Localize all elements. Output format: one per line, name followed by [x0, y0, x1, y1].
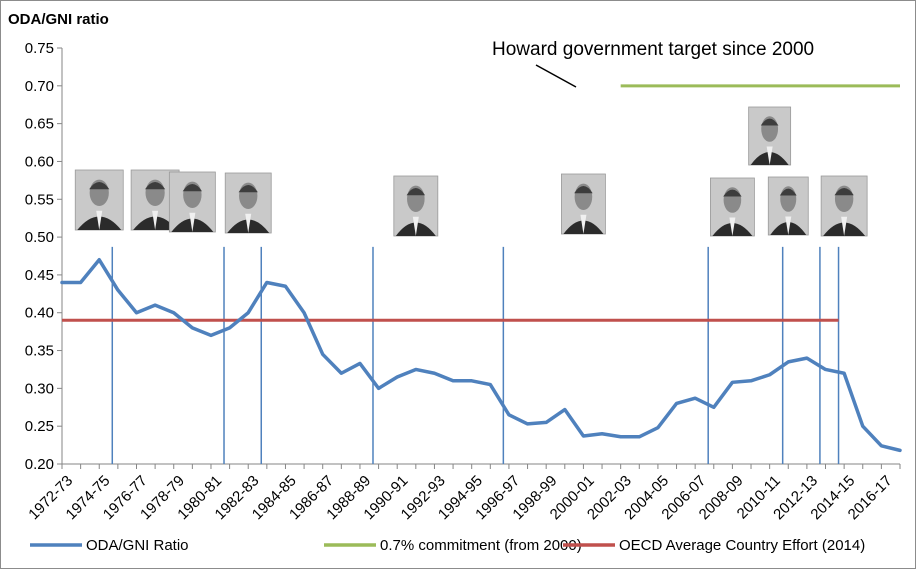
annotation-text: Howard government target since 2000 — [492, 39, 814, 60]
portrait-4 — [224, 172, 272, 234]
portrait-shirt — [189, 212, 196, 232]
portrait-hair — [723, 189, 742, 197]
portrait-hair — [406, 188, 426, 196]
reference-lines — [62, 84, 900, 322]
portrait-shirt — [152, 210, 159, 230]
government-change-lines — [111, 246, 840, 464]
portrait-2 — [130, 169, 180, 231]
legend-label: 0.7% commitment (from 2000) — [380, 537, 582, 554]
y-tick-label: 0.30 — [25, 380, 54, 397]
legend: ODA/GNI Ratio 0.7% commitment (from 2000)… — [30, 537, 865, 554]
portrait-hair — [89, 182, 110, 190]
portrait-10 — [820, 175, 868, 237]
oda-gni-ratio-line — [60, 258, 902, 453]
y-axis: 0.20 0.25 0.30 0.35 0.40 0.45 0.50 0.55 0.60 0.65… — [25, 40, 63, 473]
portrait-hair — [779, 188, 797, 196]
x-axis: 1972-731974-751976-771978-791980-811982-… — [25, 463, 901, 523]
portrait-shirt — [729, 217, 736, 236]
portrait-photos — [74, 106, 868, 237]
portrait-7 — [710, 177, 755, 237]
portrait-1 — [74, 169, 124, 231]
portrait-6 — [561, 173, 606, 235]
legend-label: OECD Average Country Effort (2014) — [619, 537, 865, 554]
portrait-3 — [168, 171, 216, 233]
oda-series — [60, 258, 902, 453]
annotation-pointer — [535, 64, 577, 88]
y-tick-label: 0.50 — [25, 229, 54, 246]
y-tick-label: 0.70 — [25, 78, 54, 95]
y-tick-label: 0.65 — [25, 116, 54, 133]
chart-title: ODA/GNI ratio — [8, 11, 109, 28]
portrait-9 — [767, 176, 809, 236]
y-tick-label: 0.75 — [25, 40, 54, 57]
portrait-hair — [145, 182, 166, 190]
y-tick-label: 0.35 — [25, 343, 54, 360]
portrait-shirt — [766, 146, 773, 165]
portrait-5 — [393, 175, 439, 237]
portrait-8 — [748, 106, 792, 166]
y-tick-label: 0.40 — [25, 305, 54, 322]
portrait-hair — [760, 118, 779, 126]
legend-label: ODA/GNI Ratio — [86, 537, 189, 554]
annotation-group: Howard government target since 2000 — [492, 39, 814, 88]
portrait-shirt — [841, 216, 848, 236]
portrait-shirt — [245, 213, 252, 233]
y-tick-label: 0.55 — [25, 191, 54, 208]
y-tick-label: 0.45 — [25, 267, 54, 284]
portrait-hair — [238, 185, 258, 193]
portrait-shirt — [580, 214, 587, 234]
y-tick-label: 0.25 — [25, 418, 54, 435]
y-tick-label: 0.60 — [25, 153, 54, 170]
portrait-shirt — [412, 216, 419, 236]
portrait-hair — [182, 184, 203, 192]
portrait-hair — [834, 188, 854, 196]
portrait-hair — [574, 186, 593, 194]
portrait-shirt — [96, 210, 103, 230]
y-tick-label: 0.20 — [25, 456, 54, 473]
portrait-shirt — [785, 216, 792, 235]
